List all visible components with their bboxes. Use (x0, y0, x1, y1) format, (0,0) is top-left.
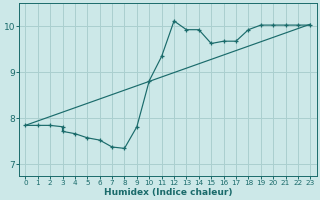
X-axis label: Humidex (Indice chaleur): Humidex (Indice chaleur) (104, 188, 232, 197)
